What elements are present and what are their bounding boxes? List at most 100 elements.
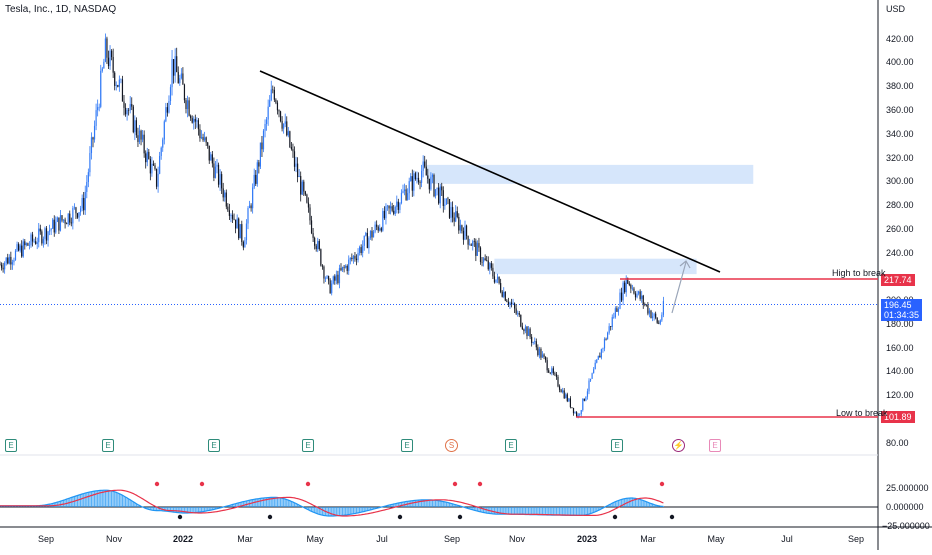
- candle-body: [353, 256, 354, 259]
- candle-body: [144, 135, 145, 154]
- macd-bar: [78, 495, 79, 507]
- candle-body: [339, 268, 340, 283]
- candle-body: [641, 296, 642, 299]
- macd-bar: [512, 507, 513, 514]
- macd-bar: [289, 501, 290, 507]
- candle-body: [195, 119, 196, 122]
- candle-body: [584, 399, 585, 401]
- candle-body: [328, 276, 329, 280]
- candle-body: [204, 137, 205, 140]
- candle-body: [100, 71, 101, 107]
- macd-bar: [83, 494, 84, 507]
- candle-body: [655, 314, 656, 318]
- candle-body: [654, 314, 655, 317]
- candle-body: [551, 368, 552, 373]
- candle-body: [638, 291, 639, 293]
- earnings-event-icon[interactable]: E: [102, 439, 114, 452]
- candle-body: [508, 302, 509, 305]
- candle-body: [567, 394, 568, 401]
- candle-body: [282, 121, 283, 129]
- candle-body: [375, 225, 376, 232]
- candle-body: [466, 226, 467, 236]
- candle-body: [216, 165, 217, 167]
- sell-signal-marker: [155, 482, 159, 486]
- candle-body: [661, 315, 662, 321]
- candle-body: [316, 246, 317, 249]
- candle-body: [523, 329, 524, 331]
- macd-bar: [257, 499, 258, 507]
- split-event-icon[interactable]: S: [445, 439, 458, 452]
- candle-body: [102, 68, 103, 70]
- dividend-event-icon[interactable]: ⚡: [672, 439, 685, 452]
- macd-bar: [551, 507, 552, 515]
- candle-body: [472, 241, 473, 245]
- earnings-event-icon[interactable]: E: [208, 439, 220, 452]
- candle-body: [77, 213, 78, 217]
- candle-body: [505, 292, 506, 301]
- candle-body: [632, 289, 633, 290]
- macd-bar: [435, 500, 436, 507]
- macd-bar: [491, 507, 492, 514]
- resistance-zone-lower[interactable]: [494, 259, 696, 274]
- candle-body: [629, 284, 630, 285]
- macd-bar: [576, 507, 577, 515]
- future-event-icon[interactable]: E: [709, 439, 721, 452]
- candle-body: [7, 258, 8, 264]
- earnings-event-icon[interactable]: E: [611, 439, 623, 452]
- high-to-break-label[interactable]: High to break: [832, 268, 886, 278]
- candle-body: [520, 315, 521, 327]
- candle-body: [175, 56, 176, 75]
- buy-signal-marker: [398, 515, 402, 519]
- candle-body: [297, 164, 298, 177]
- candle-body: [368, 238, 369, 248]
- macd-bar: [192, 507, 193, 513]
- macd-bar: [316, 507, 317, 513]
- candle-body: [233, 219, 234, 220]
- candle-body: [382, 211, 383, 231]
- earnings-event-icon[interactable]: E: [401, 439, 413, 452]
- candle-body: [437, 188, 438, 190]
- candle-body: [55, 222, 56, 233]
- candle-body: [202, 137, 203, 140]
- earnings-event-icon[interactable]: E: [302, 439, 314, 452]
- bar-countdown: 01:34:35: [884, 310, 919, 320]
- candle-body: [113, 57, 114, 73]
- macd-bar: [446, 502, 447, 507]
- candle-body: [601, 349, 602, 357]
- candle-body: [153, 164, 154, 166]
- macd-bar: [564, 507, 565, 515]
- candle-body: [257, 162, 258, 184]
- candle-body: [517, 313, 518, 314]
- candle-body: [612, 317, 613, 327]
- sell-signal-marker: [306, 482, 310, 486]
- macd-bar: [254, 499, 255, 507]
- candle-body: [581, 410, 582, 414]
- candle-body: [351, 258, 352, 259]
- candle-body: [106, 38, 107, 57]
- candle-body: [336, 275, 337, 281]
- candle-body: [376, 225, 377, 227]
- time-tick-label: May: [306, 534, 323, 544]
- macd-bar: [275, 497, 276, 507]
- candle-body: [111, 51, 112, 57]
- low-to-break-label[interactable]: Low to break: [836, 408, 888, 418]
- candle-body: [120, 79, 121, 80]
- symbol-title[interactable]: Tesla, Inc., 1D, NASDAQ: [5, 4, 116, 15]
- resistance-zone-upper[interactable]: [427, 165, 754, 184]
- macd-bar: [554, 507, 555, 515]
- candle-body: [643, 296, 644, 305]
- earnings-event-icon[interactable]: E: [505, 439, 517, 452]
- candle-body: [123, 101, 124, 107]
- candle-body: [511, 302, 512, 304]
- candle-body: [416, 178, 417, 179]
- candle-body: [644, 304, 645, 305]
- earnings-event-icon[interactable]: E: [5, 439, 17, 452]
- macd-bar: [519, 507, 520, 514]
- candle-body: [24, 241, 25, 245]
- candle-body: [522, 326, 523, 329]
- macd-bar: [123, 496, 124, 507]
- candle-body: [333, 276, 334, 283]
- candle-body: [158, 174, 159, 187]
